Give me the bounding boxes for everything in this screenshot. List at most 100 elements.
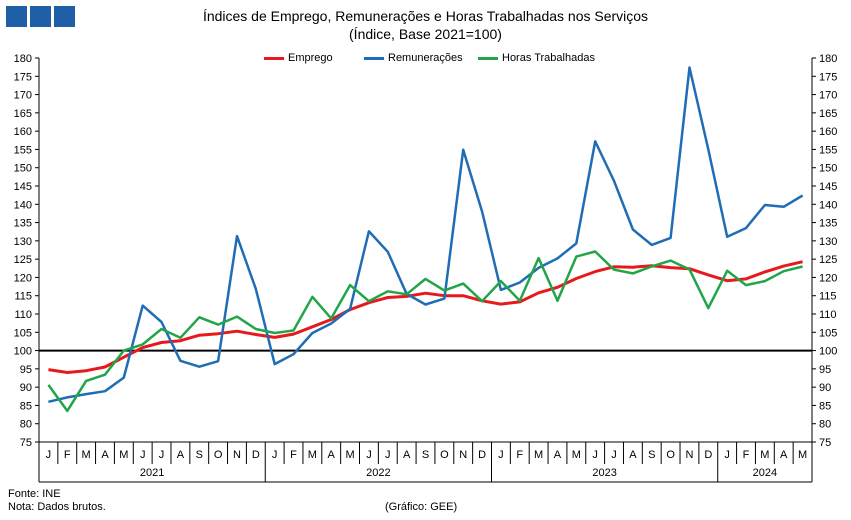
- year-label: 2024: [753, 467, 777, 479]
- series-line-emprego: [48, 260, 803, 374]
- x-tick-label: J: [46, 449, 52, 461]
- x-tick-label: S: [422, 449, 429, 461]
- x-tick-label: M: [345, 449, 354, 461]
- y-tick-label-right: 150: [819, 163, 837, 175]
- y-tick-label-left: 145: [14, 181, 32, 193]
- y-tick-label-right: 140: [819, 199, 837, 211]
- y-tick-label-right: 105: [819, 327, 837, 339]
- legend-item-remuneracoes: Remunerações: [364, 52, 463, 64]
- x-tick-label: N: [459, 449, 467, 461]
- y-tick-label-left: 115: [14, 291, 32, 303]
- logo-square-1: [6, 6, 27, 27]
- legend-swatch-emprego: [264, 56, 284, 60]
- x-tick-label: J: [366, 449, 372, 461]
- legend-label-emprego: Emprego: [288, 52, 333, 64]
- y-tick-label-left: 130: [14, 236, 32, 248]
- y-tick-label-right: 155: [819, 144, 837, 156]
- y-tick-label-right: 145: [819, 181, 837, 193]
- legend-swatch-remuneracoes: [364, 56, 384, 60]
- x-tick-label: J: [159, 449, 165, 461]
- x-tick-label: M: [82, 449, 91, 461]
- year-label: 2021: [140, 467, 164, 479]
- y-tick-label-right: 90: [819, 382, 831, 394]
- credit-note: (Gráfico: GEE): [385, 501, 458, 513]
- y-tick-label-right: 75: [819, 437, 831, 449]
- y-tick-label-left: 170: [14, 90, 32, 102]
- x-tick-label: O: [440, 449, 449, 461]
- x-tick-label: J: [272, 449, 278, 461]
- x-tick-label: A: [629, 449, 637, 461]
- y-tick-label-right: 115: [819, 291, 837, 303]
- logo-square-3: [54, 6, 75, 27]
- y-tick-label-left: 125: [14, 254, 32, 266]
- x-tick-label: J: [724, 449, 730, 461]
- y-tick-label-left: 110: [14, 309, 32, 321]
- x-tick-label: F: [743, 449, 750, 461]
- x-tick-label: A: [780, 449, 788, 461]
- y-tick-label-left: 135: [14, 218, 32, 230]
- logo-square-2: [30, 6, 51, 27]
- x-tick-label: F: [64, 449, 71, 461]
- y-tick-label-right: 80: [819, 419, 831, 431]
- x-tick-label: F: [516, 449, 523, 461]
- x-tick-label: M: [760, 449, 769, 461]
- legend-label-horas: Horas Trabalhadas: [502, 52, 595, 64]
- y-tick-label-right: 125: [819, 254, 837, 266]
- y-tick-label-left: 155: [14, 144, 32, 156]
- x-tick-label: O: [214, 449, 223, 461]
- y-tick-label-right: 85: [819, 400, 831, 412]
- x-tick-label: J: [611, 449, 617, 461]
- legend-item-emprego: Emprego: [264, 52, 333, 64]
- legend: Emprego Remunerações Horas Trabalhadas: [0, 52, 851, 68]
- chart-title: Índices de Emprego, Remunerações e Horas…: [202, 8, 649, 24]
- x-tick-label: M: [308, 449, 317, 461]
- y-tick-label-left: 85: [20, 400, 32, 412]
- legend-swatch-horas: [478, 56, 498, 60]
- x-tick-label: A: [403, 449, 411, 461]
- y-tick-label-left: 150: [14, 163, 32, 175]
- x-tick-label: S: [196, 449, 203, 461]
- x-tick-label: S: [648, 449, 655, 461]
- x-tick-label: A: [554, 449, 562, 461]
- year-label: 2022: [366, 467, 390, 479]
- source-note: Fonte: INE: [8, 488, 61, 500]
- y-tick-label-left: 160: [14, 126, 32, 138]
- y-tick-label-left: 165: [14, 108, 32, 120]
- y-tick-label-right: 95: [819, 364, 831, 376]
- x-tick-label: J: [498, 449, 504, 461]
- y-tick-label-left: 80: [20, 419, 32, 431]
- series-line-horas-trabalhadas: [47, 250, 803, 413]
- x-tick-label: M: [572, 449, 581, 461]
- x-tick-label: D: [478, 449, 486, 461]
- x-tick-label: O: [666, 449, 675, 461]
- x-tick-label: N: [233, 449, 241, 461]
- y-tick-label-left: 175: [14, 71, 32, 83]
- series-line-remuneracoes: [48, 66, 804, 404]
- legend-item-horas: Horas Trabalhadas: [478, 52, 595, 64]
- chart-subtitle: (Índice, Base 2021=100): [349, 26, 502, 42]
- y-tick-label-right: 100: [819, 346, 837, 358]
- y-tick-label-right: 120: [819, 272, 837, 284]
- x-tick-label: A: [101, 449, 109, 461]
- y-tick-label-left: 140: [14, 199, 32, 211]
- x-tick-label: J: [385, 449, 391, 461]
- y-tick-label-left: 105: [14, 327, 32, 339]
- x-tick-label: J: [592, 449, 598, 461]
- x-tick-label: M: [798, 449, 807, 461]
- x-tick-label: M: [534, 449, 543, 461]
- x-tick-label: D: [252, 449, 260, 461]
- x-tick-label: A: [177, 449, 185, 461]
- y-tick-label-left: 75: [20, 437, 32, 449]
- y-tick-label-right: 135: [819, 218, 837, 230]
- y-tick-label-right: 110: [819, 309, 837, 321]
- x-tick-label: M: [119, 449, 128, 461]
- y-tick-label-left: 100: [14, 346, 32, 358]
- x-tick-label: J: [140, 449, 146, 461]
- x-tick-label: F: [290, 449, 297, 461]
- y-tick-label-right: 130: [819, 236, 837, 248]
- year-label: 2023: [592, 467, 616, 479]
- x-tick-label: N: [685, 449, 693, 461]
- y-tick-label-right: 160: [819, 126, 837, 138]
- y-tick-label-left: 90: [20, 382, 32, 394]
